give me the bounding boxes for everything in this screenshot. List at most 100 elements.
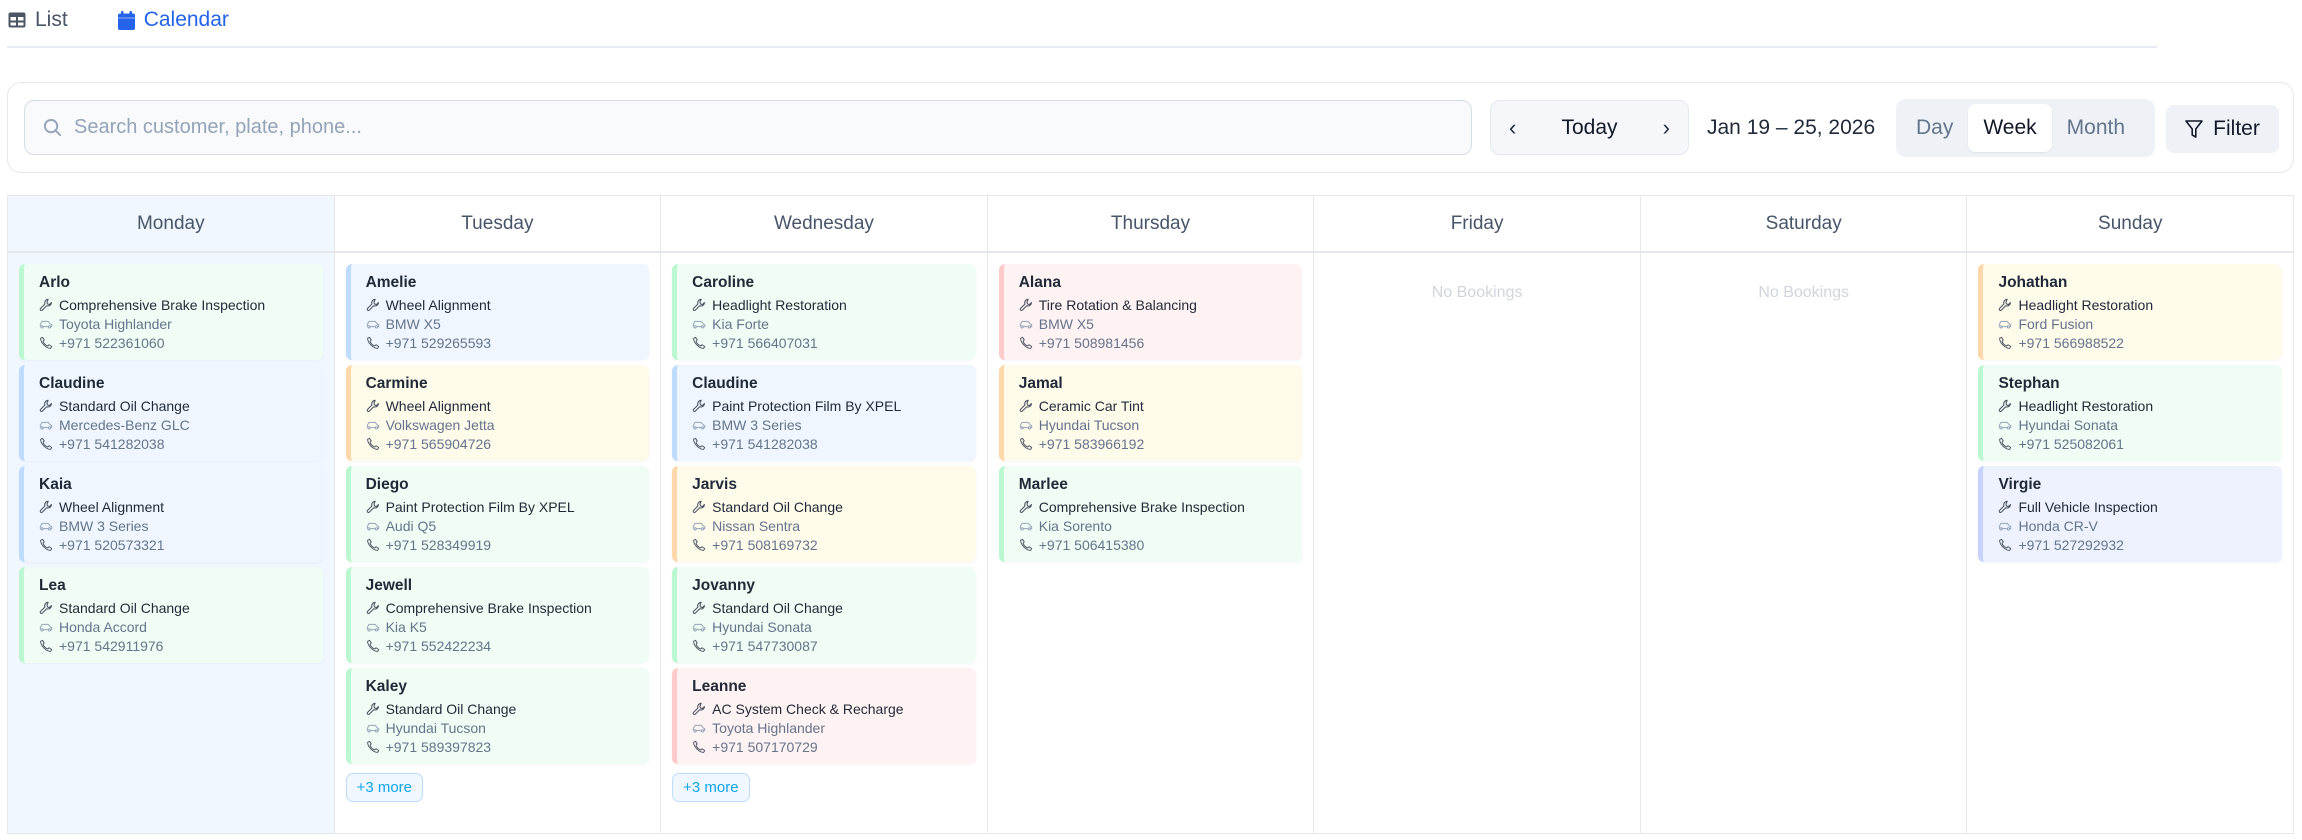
- day-header: Monday: [8, 196, 334, 253]
- service-name: Comprehensive Brake Inspection: [59, 296, 266, 313]
- wrench-icon: [366, 298, 379, 311]
- vehicle-row: Audi Q5: [366, 516, 650, 535]
- wrench-icon: [1999, 500, 2012, 513]
- phone-number: +971 547730087: [712, 637, 818, 654]
- phone-icon: [1999, 538, 2012, 551]
- service-row: Headlight Restoration: [1998, 295, 2282, 314]
- day-column-sunday: Sunday Johathan Headlight Restoration Fo…: [1967, 196, 2294, 833]
- service-row: Headlight Restoration: [692, 295, 976, 314]
- booking-card[interactable]: Kaia Wheel Alignment BMW 3 Series +971 5…: [19, 466, 323, 562]
- tab-calendar[interactable]: Calendar: [117, 8, 229, 32]
- phone-number: +971 529265593: [385, 334, 492, 351]
- more-bookings-button[interactable]: +3 more: [345, 773, 424, 802]
- service-row: Paint Protection Film By XPEL: [692, 396, 976, 415]
- phone-icon: [1999, 336, 2012, 349]
- search-icon: [43, 118, 62, 137]
- vehicle-name: Ford Fusion: [2018, 315, 2094, 332]
- car-icon: [39, 320, 53, 329]
- booking-card[interactable]: Leanne AC System Check & Recharge Toyota…: [672, 668, 976, 764]
- phone-icon: [1019, 437, 1032, 450]
- vehicle-name: Hyundai Sonata: [712, 618, 812, 635]
- booking-card[interactable]: Lea Standard Oil Change Honda Accord +97…: [19, 567, 323, 663]
- service-row: Comprehensive Brake Inspection: [1019, 497, 1303, 516]
- phone-icon: [40, 639, 53, 652]
- filter-icon: [2185, 119, 2203, 138]
- search-input[interactable]: [74, 116, 1454, 139]
- customer-name: Carmine: [365, 375, 428, 392]
- phone-number: +971 506415380: [1038, 536, 1145, 553]
- view-month-button[interactable]: Month: [2066, 116, 2126, 139]
- day-name: Friday: [1450, 212, 1504, 234]
- booking-card[interactable]: Marlee Comprehensive Brake Inspection Ki…: [998, 466, 1303, 562]
- vehicle-name: BMW 3 Series: [59, 517, 149, 534]
- booking-card[interactable]: Claudine Paint Protection Film By XPEL B…: [672, 365, 976, 461]
- tabs-divider: [7, 46, 2157, 48]
- booking-card[interactable]: Amelie Wheel Alignment BMW X5 +971 52926…: [345, 264, 650, 360]
- booking-card[interactable]: Claudine Standard Oil Change Mercedes-Be…: [19, 365, 323, 461]
- vehicle-row: Toyota Highlander: [39, 314, 323, 333]
- view-day-button[interactable]: Day: [1916, 116, 1954, 139]
- wrench-icon: [366, 601, 379, 614]
- day-header: Tuesday: [334, 196, 661, 253]
- vehicle-row: Mercedes-Benz GLC: [39, 415, 323, 434]
- today-button[interactable]: Today: [1561, 115, 1618, 139]
- wrench-icon: [39, 500, 52, 513]
- service-name: Ceramic Car Tint: [1038, 397, 1144, 414]
- next-week-button[interactable]: ›: [1662, 114, 1670, 140]
- car-icon: [1999, 522, 2012, 531]
- vehicle-row: Honda Accord: [39, 617, 323, 636]
- service-name: Headlight Restoration: [2018, 296, 2154, 313]
- car-icon: [692, 522, 706, 531]
- booking-card[interactable]: Jarvis Standard Oil Change Nissan Sentra…: [672, 466, 976, 562]
- customer-name: Stephan: [1998, 375, 2060, 392]
- booking-card[interactable]: Diego Paint Protection Film By XPEL Audi…: [345, 466, 650, 562]
- customer-name: Amelie: [365, 274, 417, 291]
- filter-button[interactable]: Filter: [2166, 105, 2279, 153]
- service-name: Wheel Alignment: [59, 498, 165, 515]
- booking-card[interactable]: Carmine Wheel Alignment Volkswagen Jetta…: [345, 365, 650, 461]
- booking-card[interactable]: Stephan Headlight Restoration Hyundai So…: [1978, 365, 2283, 461]
- day-header: Sunday: [1967, 196, 2294, 253]
- booking-card[interactable]: Alana Tire Rotation & Balancing BMW X5 +…: [998, 264, 1303, 360]
- phone-number: +971 542911976: [59, 637, 164, 654]
- tab-list[interactable]: List: [8, 8, 68, 32]
- phone-row: +971 520573321: [39, 535, 323, 554]
- week-calendar: Monday Arlo Comprehensive Brake Inspecti…: [7, 195, 2294, 834]
- customer-name: Leanne: [692, 678, 747, 695]
- filter-label: Filter: [2213, 117, 2260, 140]
- vehicle-name: Toyota Highlander: [59, 315, 172, 332]
- vehicle-name: Kia Sorento: [1038, 517, 1112, 534]
- booking-card[interactable]: Jewell Comprehensive Brake Inspection Ki…: [345, 567, 650, 663]
- service-row: Ceramic Car Tint: [1019, 396, 1303, 415]
- view-tabs: List Calendar: [8, 2, 229, 38]
- view-week-button[interactable]: Week: [1968, 104, 2052, 152]
- day-body: Amelie Wheel Alignment BMW X5 +971 52926…: [335, 253, 661, 802]
- booking-card[interactable]: Virgie Full Vehicle Inspection Honda CR-…: [1978, 466, 2283, 562]
- booking-card[interactable]: Kaley Standard Oil Change Hyundai Tucson…: [345, 668, 650, 764]
- booking-card[interactable]: Arlo Comprehensive Brake Inspection Toyo…: [19, 264, 323, 360]
- phone-icon: [40, 538, 53, 551]
- phone-number: +971 541282038: [712, 435, 818, 452]
- day-header: Wednesday: [661, 196, 987, 253]
- day-column-tuesday: Tuesday Amelie Wheel Alignment BMW X5 +9…: [334, 196, 662, 833]
- phone-icon: [693, 437, 706, 450]
- booking-card[interactable]: Jovanny Standard Oil Change Hyundai Sona…: [672, 567, 976, 663]
- phone-icon: [366, 639, 379, 652]
- vehicle-name: Nissan Sentra: [712, 517, 801, 534]
- no-bookings-label: No Bookings: [1758, 284, 1850, 301]
- booking-card[interactable]: Johathan Headlight Restoration Ford Fusi…: [1978, 264, 2283, 360]
- phone-icon: [366, 336, 379, 349]
- more-bookings-button[interactable]: +3 more: [672, 773, 750, 802]
- day-name: Tuesday: [461, 212, 534, 234]
- booking-card[interactable]: Caroline Headlight Restoration Kia Forte…: [672, 264, 976, 360]
- phone-number: +971 522361060: [59, 334, 165, 351]
- service-name: Headlight Restoration: [712, 296, 847, 313]
- customer-name: Claudine: [39, 375, 105, 392]
- car-icon: [39, 421, 53, 430]
- booking-card[interactable]: Jamal Ceramic Car Tint Hyundai Tucson +9…: [998, 365, 1303, 461]
- car-icon: [1999, 320, 2012, 329]
- vehicle-row: Honda CR-V: [1998, 516, 2282, 535]
- prev-week-button[interactable]: ‹: [1509, 114, 1517, 140]
- vehicle-name: Kia Forte: [712, 315, 769, 332]
- vehicle-row: Toyota Highlander: [692, 718, 976, 737]
